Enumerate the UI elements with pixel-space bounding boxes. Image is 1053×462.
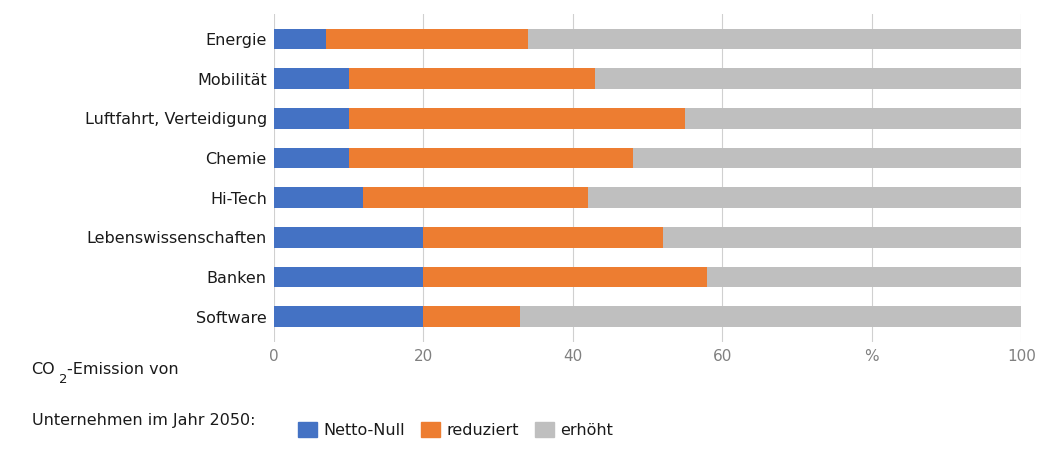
Bar (349, 108, 684, 129)
Bar (274, 306, 423, 327)
Bar (274, 306, 1021, 327)
Text: -Emission von: -Emission von (67, 362, 179, 377)
Bar (274, 29, 326, 49)
Bar (274, 108, 1021, 129)
Bar (274, 227, 1021, 248)
Bar (274, 227, 423, 248)
Bar (274, 188, 363, 208)
Text: Unternehmen im Jahr 2050:: Unternehmen im Jahr 2050: (32, 413, 255, 428)
Bar (274, 108, 349, 129)
Bar (274, 188, 1021, 208)
Legend: Netto-Null, reduziert, erhöht: Netto-Null, reduziert, erhöht (298, 422, 613, 438)
Bar (423, 306, 520, 327)
Bar (423, 267, 708, 287)
Bar (423, 227, 662, 248)
Bar (274, 148, 349, 168)
Bar (349, 148, 633, 168)
Bar (274, 68, 349, 89)
Bar (274, 267, 423, 287)
Bar (363, 188, 588, 208)
Text: CO: CO (32, 362, 55, 377)
Bar (274, 148, 1021, 168)
Bar (274, 29, 1021, 49)
Bar (326, 29, 528, 49)
Bar (274, 267, 1021, 287)
Text: 2: 2 (59, 372, 67, 385)
Bar (274, 68, 1021, 89)
Bar (349, 68, 595, 89)
